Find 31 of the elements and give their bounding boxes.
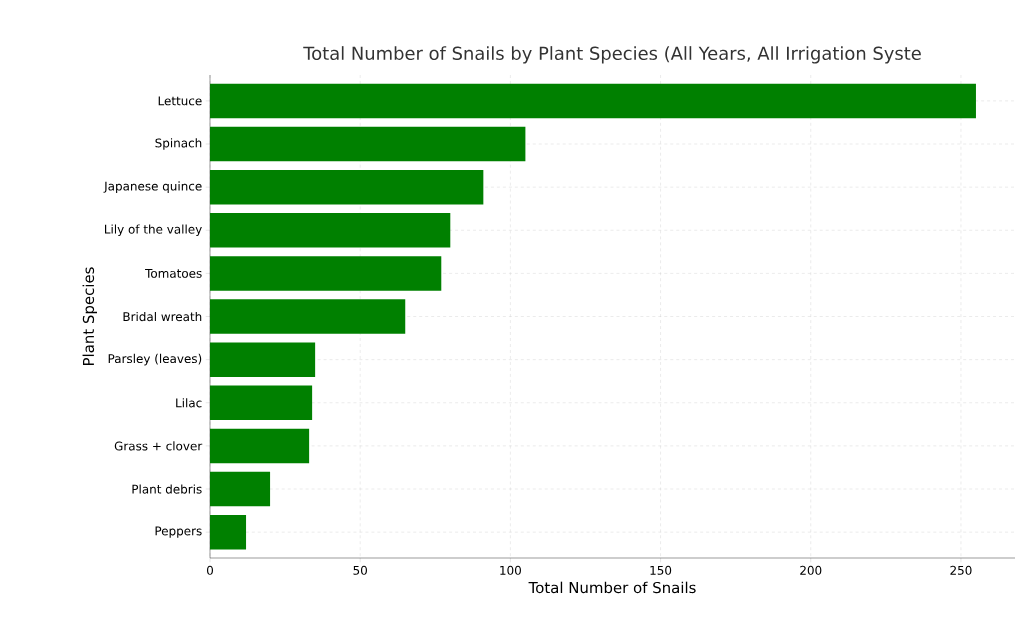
bar [210, 299, 406, 334]
x-tick-label: 0 [206, 565, 214, 575]
y-tick-label: Bridal wreath [123, 311, 202, 322]
x-tick-label: 50 [353, 565, 367, 575]
bar [210, 169, 484, 205]
bar [210, 256, 442, 291]
bar [210, 213, 451, 248]
y-tick-label: Lettuce [158, 96, 202, 106]
y-tick-label: Lily of the valley [105, 224, 202, 237]
y-tick-label: Lilac [176, 398, 202, 408]
bar [210, 342, 316, 377]
y-tick-label: Spinach [155, 138, 202, 150]
bar [210, 385, 313, 420]
chart-title: Total Number of Snails by Plant Species (All Years, All Irrigation Syste [303, 46, 921, 64]
bar [210, 428, 310, 464]
bar [210, 126, 526, 162]
y-tick-label: Peppers [155, 526, 202, 538]
x-axis-title: Total Number of Snails [528, 581, 696, 594]
x-tick-label: 200 [800, 565, 822, 575]
x-tick-label: 250 [950, 565, 972, 575]
y-axis-title: Plant Species [82, 267, 97, 365]
y-tick-label: Grass + clover [114, 441, 203, 451]
y-tick-label: Plant debris [132, 484, 202, 494]
y-tick-label: Tomatoes [145, 268, 202, 278]
bar [210, 514, 247, 550]
y-tick-label: Japanese quince [103, 181, 202, 193]
x-tick-label: 150 [650, 565, 672, 575]
x-tick-label: 100 [500, 565, 521, 575]
bar [210, 471, 271, 507]
bar [210, 83, 976, 119]
y-tick-label: Parsley (leaves) [108, 353, 202, 366]
